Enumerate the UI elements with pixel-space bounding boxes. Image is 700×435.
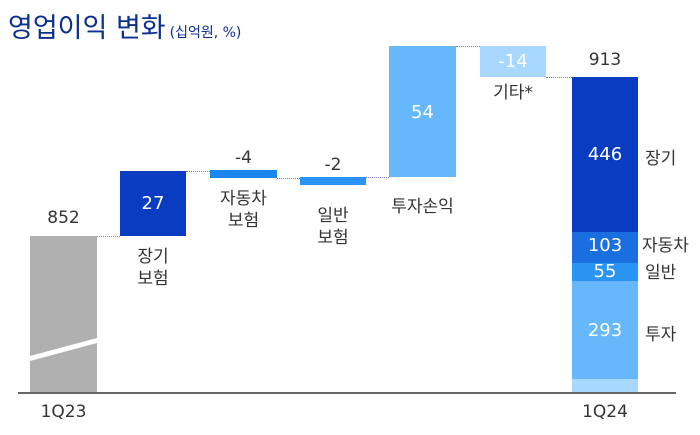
label-other: 기타* [493,83,533,103]
value-other: -14 [498,51,528,72]
value-long-term: 27 [141,193,165,214]
value-investment: 54 [411,102,434,123]
bar-long-term-insurance [120,171,186,236]
label-investment: 투자손익 [391,197,454,217]
stack-segment-auto [572,232,638,263]
axis-break-icon [30,338,97,361]
bar-general-insurance [300,177,366,185]
stack-value-auto: 103 [587,235,623,256]
stack-value-general: 55 [593,261,617,282]
x-label-1q24: 1Q24 [582,402,628,422]
stack-label-long-term: 장기 [645,149,677,169]
connector [277,178,300,179]
label-general: 일반 보험 [317,206,349,248]
bar-1q23 [30,236,97,393]
stack-segment-investment [572,281,638,379]
label-auto: 자동차 보험 [220,189,267,231]
stack-value-investment: 293 [587,320,623,341]
chart-title-unit: (십억원, %) [169,25,242,41]
value-1q23: 852 [47,208,80,228]
bar-other [480,46,546,77]
connector [186,171,210,172]
connector [456,46,480,47]
stack-segment-other [572,379,638,393]
bar-auto-insurance [210,170,277,178]
stack-segment-long-term [572,77,638,232]
label-long-term: 장기 보험 [137,247,169,289]
value-auto: -4 [235,148,252,168]
stack-label-auto: 자동차 [642,236,689,256]
x-label-1q23: 1Q23 [40,402,87,422]
stack-label-general: 일반 [645,263,677,283]
x-axis-line [18,392,676,394]
connector [366,177,389,178]
chart-title-main: 영업이익 변화 [8,13,166,44]
connector [97,236,120,237]
chart-title: 영업이익 변화 (십억원, %) [8,6,241,45]
stack-segment-general [572,263,638,281]
stack-value-long-term: 446 [587,144,623,165]
stack-label-investment: 투자 [645,325,677,345]
connector [546,77,572,78]
bar-investment [389,46,456,177]
value-1q24: 913 [588,50,622,70]
value-general: -2 [324,155,342,175]
